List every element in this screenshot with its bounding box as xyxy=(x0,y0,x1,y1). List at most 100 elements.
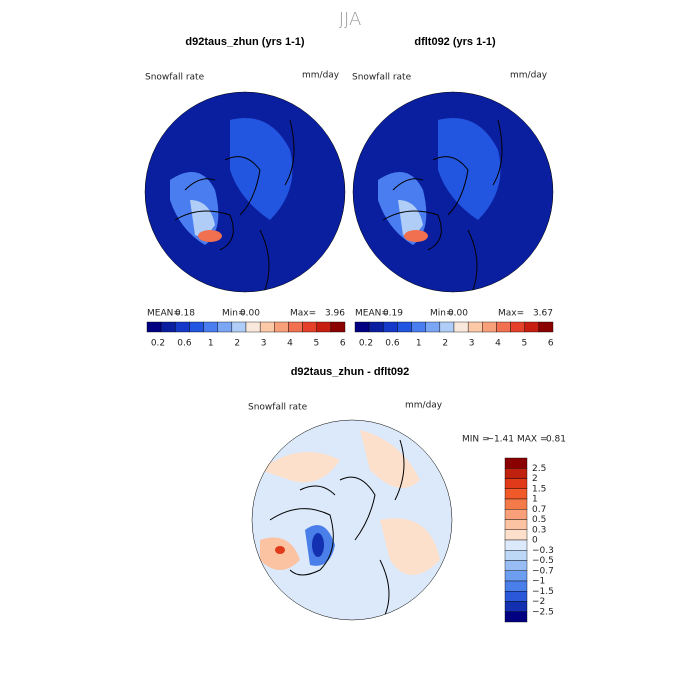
stat-value: −1.41 xyxy=(486,435,514,445)
colorbar-swatch xyxy=(316,321,332,333)
colorbar-label: 0.2 xyxy=(151,339,165,349)
colorbar-swatch xyxy=(504,611,528,623)
colorbar-swatch xyxy=(504,591,528,602)
colorbar-swatch xyxy=(383,321,398,333)
colorbar-swatch xyxy=(203,321,218,333)
units-label: mm/day xyxy=(510,71,548,81)
units-label: mm/day xyxy=(302,71,340,81)
colorbar-swatch xyxy=(160,321,176,333)
colorbar-swatch xyxy=(504,601,528,612)
colorbar-label: −1 xyxy=(532,577,545,587)
colorbar-label: −2 xyxy=(532,597,545,607)
colorbar-swatch xyxy=(504,509,528,520)
colorbar-label: 2 xyxy=(442,339,448,349)
map xyxy=(145,92,345,292)
colorbar-swatch xyxy=(504,468,528,479)
colorbar-swatch xyxy=(302,321,317,333)
colorbar-label: 4 xyxy=(495,339,501,349)
colorbar-swatch xyxy=(288,321,303,333)
map xyxy=(252,420,452,620)
colorbar-label: 5 xyxy=(314,339,320,349)
colorbar-label: −0.5 xyxy=(532,556,554,566)
colorbar-label: 1 xyxy=(208,339,214,349)
colorbar-swatch xyxy=(189,321,204,333)
panel-title: dflt092 (yrs 1-1) xyxy=(414,36,496,48)
colorbar-label: 6 xyxy=(548,339,554,349)
colorbar-swatch xyxy=(439,321,455,333)
stat-value: 0.00 xyxy=(448,309,468,319)
variable-label: Snowfall rate xyxy=(248,403,308,413)
stat-label: Max= xyxy=(290,309,316,319)
map-border xyxy=(251,419,453,621)
stat-label: Min= xyxy=(430,309,454,319)
stat-label: MAX = xyxy=(517,435,548,445)
colorbar-swatch xyxy=(504,488,528,500)
colorbar-label: 0 xyxy=(532,536,538,546)
colorbar-swatch xyxy=(504,457,528,469)
colorbar-swatch xyxy=(467,321,483,333)
colorbar-swatch xyxy=(504,478,528,489)
variable-label: Snowfall rate xyxy=(145,73,205,83)
stat-value: 0.19 xyxy=(383,309,403,319)
colorbar-label: 5 xyxy=(522,339,528,349)
colorbar-swatch xyxy=(453,321,469,333)
colorbar-label: 1.5 xyxy=(532,484,546,494)
colorbar-swatch xyxy=(411,321,426,333)
colorbar-label: −0.7 xyxy=(532,566,554,576)
stat-value: 3.67 xyxy=(533,309,553,319)
map-border xyxy=(352,91,554,293)
colorbar-swatch xyxy=(504,519,528,530)
colorbar-swatch xyxy=(425,321,441,333)
colorbar-label: 1 xyxy=(532,495,538,505)
colorbar-label: 0.2 xyxy=(359,339,373,349)
colorbar-label: 6 xyxy=(340,339,346,349)
stat-value: 0.00 xyxy=(240,309,260,319)
colorbar-swatch xyxy=(330,321,346,333)
map-border xyxy=(144,91,346,293)
colorbar-label: 1 xyxy=(416,339,422,349)
colorbar-swatch xyxy=(245,321,261,333)
stat-label: Max= xyxy=(498,309,524,319)
stat-value: 0.81 xyxy=(546,435,566,445)
colorbar-swatch xyxy=(259,321,275,333)
colorbar-swatch xyxy=(482,321,497,333)
colorbar-label: 4 xyxy=(287,339,293,349)
panel-title: d92taus_zhun (yrs 1-1) xyxy=(185,36,305,48)
colorbar-swatch xyxy=(524,321,540,333)
figure-title: JJA xyxy=(339,9,362,30)
colorbar-label: 2 xyxy=(532,474,538,484)
colorbar-label: 0.6 xyxy=(177,339,192,349)
stat-label: Min= xyxy=(222,309,246,319)
map xyxy=(353,92,553,292)
colorbar-swatch xyxy=(504,550,528,561)
colorbar-swatch xyxy=(538,321,554,333)
colorbar-label: 0.3 xyxy=(532,525,546,535)
colorbar-swatch xyxy=(175,321,190,333)
stat-label: MIN = xyxy=(462,435,490,445)
stat-label: MEAN= xyxy=(147,309,181,319)
colorbar-label: 2.5 xyxy=(532,464,546,474)
colorbar-swatch xyxy=(231,321,247,333)
panel-title: d92taus_zhun - dflt092 xyxy=(291,366,410,378)
colorbar-swatch xyxy=(397,321,412,333)
colorbar-swatch xyxy=(274,321,289,333)
variable-label: Snowfall rate xyxy=(352,73,412,83)
colorbar-label: 2 xyxy=(234,339,240,349)
colorbar-label: 0.6 xyxy=(385,339,400,349)
colorbar-swatch xyxy=(354,321,370,333)
colorbar-swatch xyxy=(146,321,162,333)
colorbar-swatch xyxy=(504,560,528,571)
colorbar-swatch xyxy=(496,321,511,333)
colorbar-label: −1.5 xyxy=(532,587,554,597)
colorbar-swatch xyxy=(504,498,528,510)
colorbar-label: −2.5 xyxy=(532,607,554,617)
stat-value: 3.96 xyxy=(325,309,345,319)
colorbar-swatch xyxy=(510,321,525,333)
colorbar-swatch xyxy=(504,580,528,592)
colorbar-label: 0.7 xyxy=(532,505,546,515)
colorbar-swatch xyxy=(504,529,528,541)
colorbar-label: 3 xyxy=(469,339,475,349)
units-label: mm/day xyxy=(405,401,443,411)
colorbar-swatch xyxy=(368,321,384,333)
